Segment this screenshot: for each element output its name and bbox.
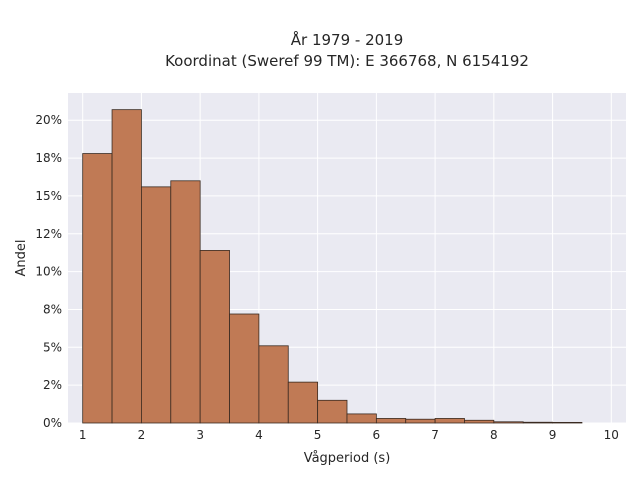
x-tick-label: 7 [431,428,439,442]
histogram-bar [405,418,436,424]
x-axis-label: Vågperiod (s) [304,451,391,466]
histogram-bar [82,153,113,424]
y-tick-label: 5% [43,340,62,354]
histogram-bar [375,418,407,424]
x-tick-labels: 1 2 3 4 5 6 7 8 9 10 [79,428,619,442]
histogram-bar [522,421,553,424]
histogram-bar [434,418,465,424]
histogram-bar [552,421,583,424]
histogram-bar [199,250,230,424]
x-tick-label: 8 [490,428,498,442]
histogram-bar [229,313,260,424]
y-tick-label: 18% [35,151,62,165]
x-tick-label: 5 [314,428,322,442]
y-tick-label: 0% [43,416,62,430]
x-tick-label: 1 [79,428,87,442]
histogram-bar [141,186,172,424]
x-tick-label: 2 [138,428,146,442]
chart-title-line2: Koordinat (Sweref 99 TM): E 366768, N 61… [165,52,529,70]
histogram-bar [258,345,289,424]
histogram-bar [464,419,495,424]
bars-group [82,109,583,424]
y-axis-label: Andel [14,240,29,277]
x-tick-label: 6 [373,428,381,442]
histogram-bar [317,399,348,424]
x-tick-label: 9 [549,428,557,442]
y-tick-label: 20% [35,113,62,127]
x-tick-label: 10 [604,428,619,442]
histogram-bar [493,421,524,424]
histogram-bar [346,413,377,424]
y-tick-label: 12% [35,227,62,241]
y-tick-label: 2% [43,378,62,392]
histogram-bar [170,180,201,424]
x-tick-label: 4 [255,428,263,442]
y-tick-label: 15% [35,189,62,203]
y-tick-labels: 0% 2% 5% 8% 10% 12% 15% 18% 20% [35,113,62,430]
histogram-bar [287,381,319,424]
chart-title-line1: År 1979 - 2019 [291,30,404,49]
y-tick-label: 8% [43,302,62,316]
x-tick-label: 3 [196,428,204,442]
y-tick-label: 10% [35,265,62,279]
histogram-bar [111,109,142,424]
